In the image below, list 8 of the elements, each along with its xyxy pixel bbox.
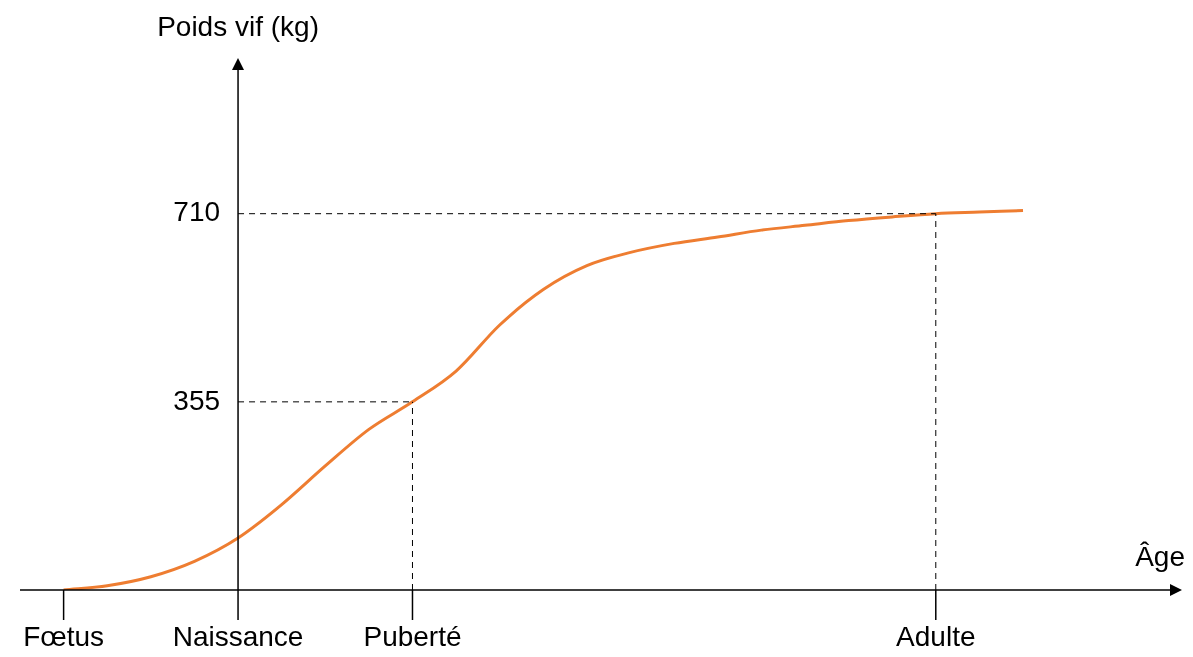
- x-tick-label: Fœtus: [23, 620, 105, 652]
- y-tick-label: 355: [173, 384, 221, 416]
- x-tick-label: Naissance: [172, 620, 304, 652]
- y-tick-label: 710: [173, 196, 221, 228]
- x-tick-label: Puberté: [363, 620, 462, 652]
- x-axis-title: Âge: [1135, 540, 1185, 572]
- x-tick-label: Adulte: [896, 620, 976, 652]
- y-axis-title: Poids vif (kg): [157, 10, 319, 42]
